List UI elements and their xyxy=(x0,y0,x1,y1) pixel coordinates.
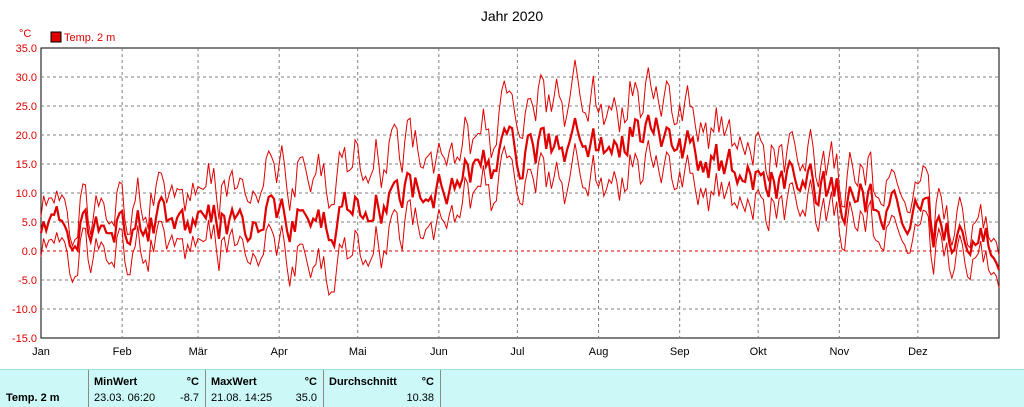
stats-avg-cell: Durchschnitt °C 10.38 xyxy=(324,370,441,407)
y-tick-label: 15.0 xyxy=(16,159,37,171)
y-tick-label: 30.0 xyxy=(16,72,37,84)
legend-label: Temp. 2 m xyxy=(64,32,115,44)
chart-area: 35.0 30.0 25.0 20.0 15.0 10.0 5.0 0.0 -5.0 -10.0 -… xyxy=(12,8,1001,358)
stats-max-cell: MaxWert °C 21.08. 14:25 35.0 xyxy=(206,370,324,407)
y-tick-label: 25.0 xyxy=(16,101,37,113)
x-tick-label: Sep xyxy=(670,346,690,358)
x-tick-label: Jul xyxy=(510,346,524,358)
x-tick-label: Mai xyxy=(349,346,367,358)
stats-series-name: Temp. 2 m xyxy=(6,392,60,404)
x-tick-label: Okt xyxy=(750,346,767,358)
daily-min-line xyxy=(40,140,1000,297)
statistics-bar: Temp. 2 m MinWert °C 23.03. 06:20 -8.7 M… xyxy=(0,369,1024,407)
x-tick-label: Aug xyxy=(589,346,609,358)
daily-max-line xyxy=(40,59,1000,256)
stats-min-cell: MinWert °C 23.03. 06:20 -8.7 xyxy=(89,370,206,407)
min-datetime: 23.03. 06:20 xyxy=(94,392,156,404)
y-tick-label: 0.0 xyxy=(22,246,37,258)
x-tick-label: Jan xyxy=(32,346,50,358)
x-tick-label: Apr xyxy=(271,346,288,358)
min-unit: °C xyxy=(186,376,199,388)
y-tick-label: -10.0 xyxy=(12,304,37,316)
temperature-chart: 35.0 30.0 25.0 20.0 15.0 10.0 5.0 0.0 -5.0 -10.0 -… xyxy=(12,8,1001,358)
x-tick-label: Dez xyxy=(908,346,928,358)
chart-title: Jahr 2020 xyxy=(481,8,543,24)
avg-unit: °C xyxy=(421,376,434,388)
y-tick-label: 10.0 xyxy=(16,188,37,200)
x-tick-label: Mär xyxy=(189,346,208,358)
max-header: MaxWert xyxy=(211,376,257,388)
stats-series-cell: Temp. 2 m xyxy=(0,370,89,407)
x-tick-label: Feb xyxy=(113,346,132,358)
y-axis-unit: °C xyxy=(19,28,31,40)
min-value: -8.7 xyxy=(180,392,199,404)
plot-frame xyxy=(40,47,1000,339)
x-tick-label: Nov xyxy=(830,346,850,358)
y-tick-label: -5.0 xyxy=(18,275,37,287)
min-header: MinWert xyxy=(94,376,138,388)
avg-header: Durchschnitt xyxy=(329,376,397,388)
max-value: 35.0 xyxy=(295,392,317,404)
max-datetime: 21.08. 14:25 xyxy=(211,392,273,404)
y-tick-label: 20.0 xyxy=(16,130,37,142)
x-tick-label: Jun xyxy=(430,346,448,358)
daily-mean-line xyxy=(39,114,1001,271)
max-unit: °C xyxy=(304,376,317,388)
legend-swatch xyxy=(50,31,62,43)
y-tick-label: -15.0 xyxy=(12,333,37,345)
avg-value: 10.38 xyxy=(406,392,434,404)
y-tick-label: 5.0 xyxy=(22,217,37,229)
y-tick-label: 35.0 xyxy=(16,43,37,55)
